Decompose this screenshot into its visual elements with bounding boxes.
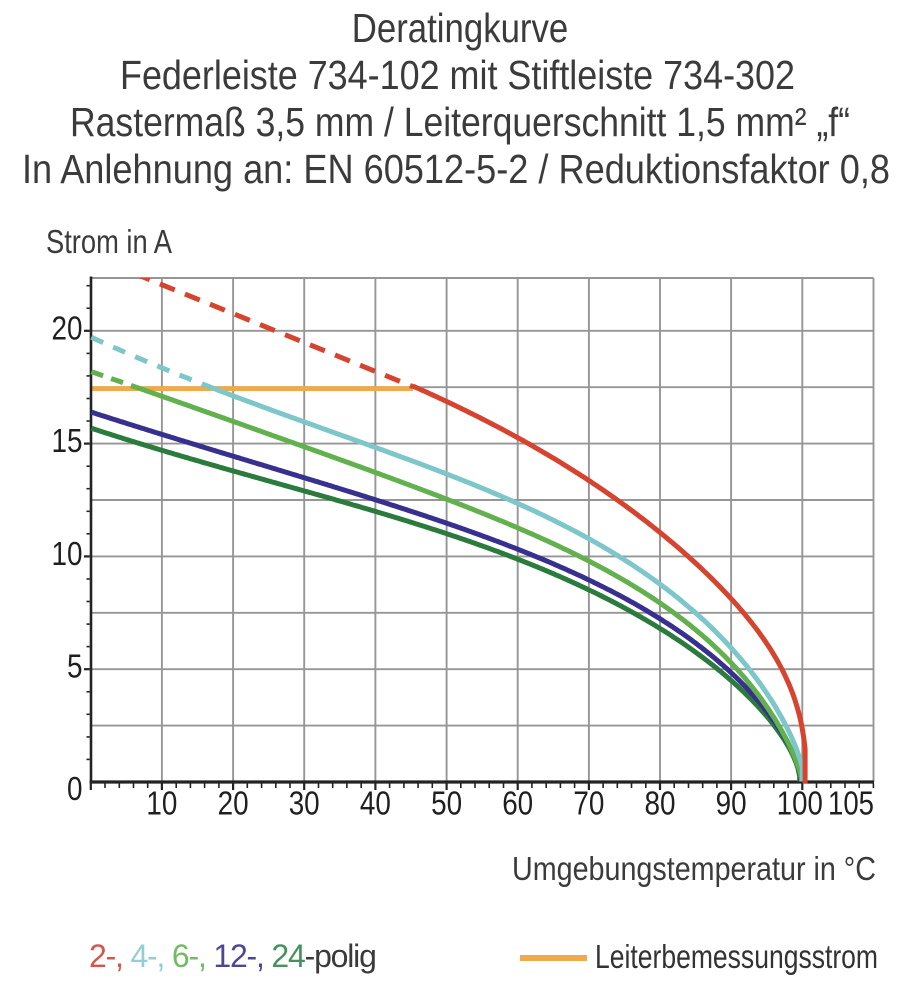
svg-text:15: 15 [52, 422, 83, 459]
svg-text:Strom in A: Strom in A [46, 223, 172, 260]
svg-text:Deratingkurve: Deratingkurve [352, 5, 569, 51]
svg-text:30: 30 [289, 785, 320, 822]
svg-text:20: 20 [218, 785, 249, 822]
svg-text:105: 105 [828, 785, 874, 822]
svg-text:40: 40 [360, 785, 391, 822]
svg-text:90: 90 [716, 785, 747, 822]
svg-text:80: 80 [645, 785, 676, 822]
svg-text:Federleiste 734-102 mit Stiftl: Federleiste 734-102 mit Stiftleiste 734-… [120, 52, 795, 98]
svg-text:50: 50 [431, 785, 462, 822]
svg-text:5: 5 [67, 648, 83, 685]
svg-text:20: 20 [52, 309, 83, 346]
svg-text:10: 10 [52, 535, 83, 572]
svg-text:Umgebungstemperatur in °C: Umgebungstemperatur in °C [512, 850, 876, 887]
svg-text:In Anlehnung an: EN 60512-5-2: In Anlehnung an: EN 60512-5-2 / Reduktio… [22, 146, 890, 192]
svg-text:Leiterbemessungsstrom: Leiterbemessungsstrom [595, 938, 878, 975]
svg-text:0: 0 [67, 770, 83, 807]
svg-text:Rastermaß 3,5 mm / Leiterquers: Rastermaß 3,5 mm / Leiterquerschnitt 1,5… [70, 99, 850, 145]
svg-text:70: 70 [573, 785, 604, 822]
svg-text:100: 100 [777, 785, 823, 822]
svg-text:10: 10 [146, 785, 177, 822]
svg-text:60: 60 [502, 785, 533, 822]
svg-text:2-, 4-, 6-, 12-, 24-polig: 2-, 4-, 6-, 12-, 24-polig [89, 938, 376, 974]
